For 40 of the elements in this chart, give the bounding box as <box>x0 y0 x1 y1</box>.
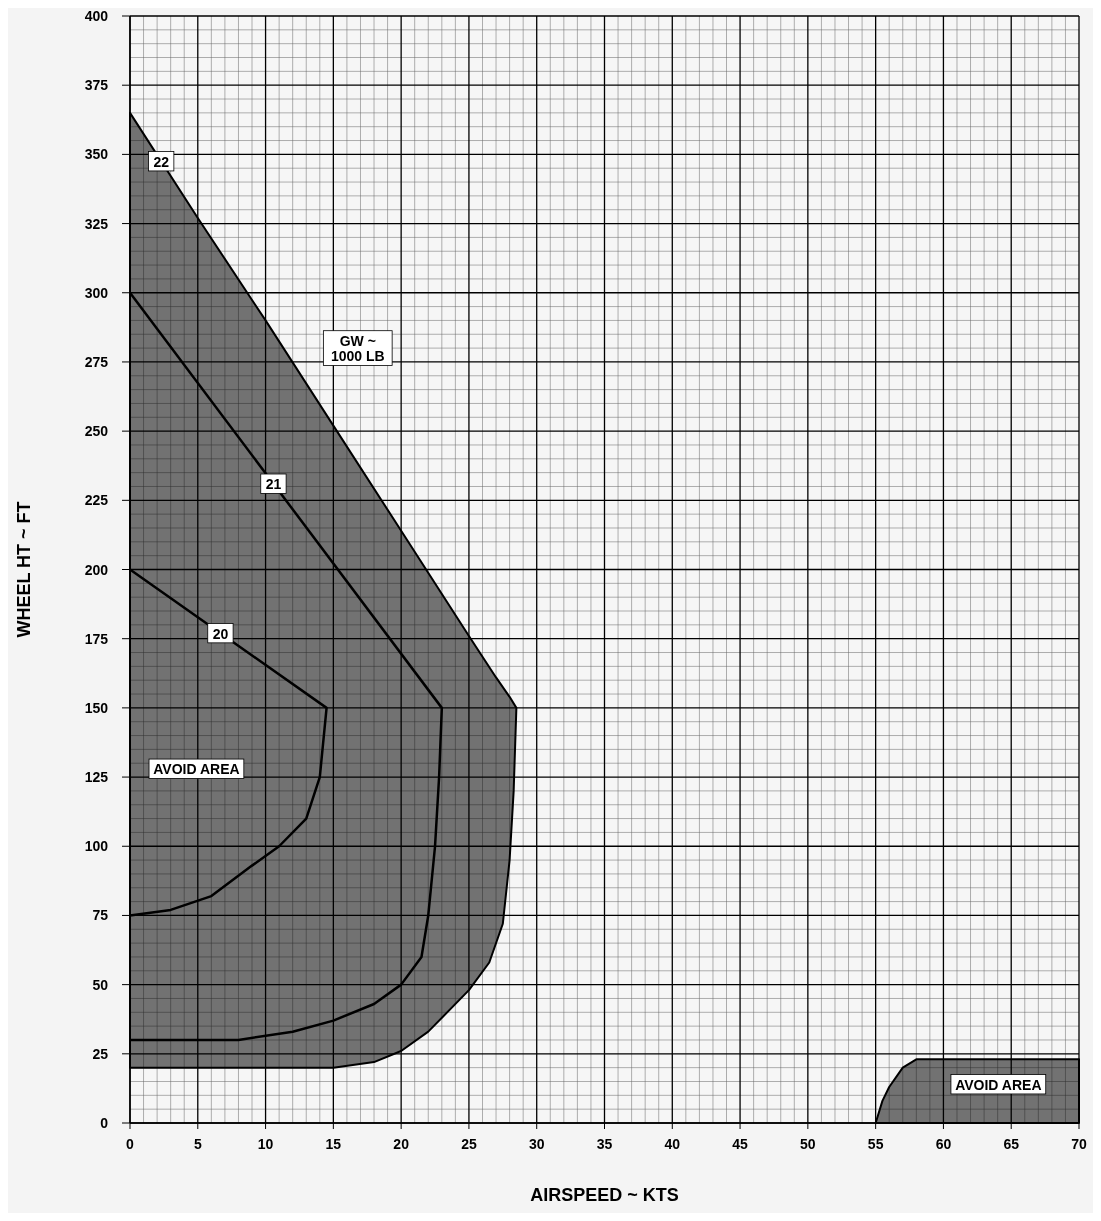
annotation: AVOID AREA <box>153 761 240 778</box>
x-tick-label: 65 <box>1003 1136 1020 1152</box>
y-tick-label: 225 <box>84 492 109 509</box>
annotation: AVOID AREA <box>955 1076 1042 1093</box>
x-tick-label: 15 <box>325 1136 342 1152</box>
x-tick-label: 30 <box>528 1136 545 1152</box>
x-tick-label: 55 <box>867 1136 884 1152</box>
y-axis-title: WHEEL HT ~ FT <box>14 501 34 638</box>
y-tick-label: 375 <box>84 77 109 94</box>
y-tick-label: 325 <box>84 215 109 232</box>
x-tick-label: 0 <box>126 1136 135 1152</box>
x-tick-label: 50 <box>800 1136 816 1152</box>
x-tick-label: 70 <box>1071 1136 1087 1152</box>
x-tick-label: 5 <box>193 1136 202 1152</box>
series-label: 20 <box>212 625 229 642</box>
y-tick-label: 250 <box>84 423 109 440</box>
y-tick-label: 0 <box>100 1115 109 1131</box>
x-tick-label: 25 <box>461 1136 477 1152</box>
y-tick-label: 150 <box>84 699 109 716</box>
y-tick-label: 400 <box>84 8 109 24</box>
y-tick-label: 350 <box>84 146 109 163</box>
y-tick-label: 25 <box>92 1045 109 1062</box>
y-tick-label: 175 <box>84 630 109 647</box>
y-tick-label: 50 <box>92 976 109 993</box>
x-tick-label: 10 <box>257 1136 274 1152</box>
series-label: 21 <box>265 476 282 493</box>
y-tick-label: 300 <box>84 284 109 301</box>
y-tick-label: 275 <box>84 353 109 370</box>
series-label: 22 <box>153 153 170 170</box>
x-axis-title: AIRSPEED ~ KTS <box>530 1185 679 1205</box>
x-tick-label: 35 <box>596 1136 613 1152</box>
annotation: GW ~ 1000 LB <box>330 333 385 365</box>
x-tick-label: 60 <box>935 1136 952 1152</box>
y-tick-label: 200 <box>84 561 109 578</box>
x-tick-label: 20 <box>393 1136 410 1152</box>
x-tick-label: 40 <box>664 1136 681 1152</box>
x-tick-label: 45 <box>732 1136 749 1152</box>
y-tick-label: 100 <box>84 838 109 855</box>
y-tick-label: 75 <box>92 907 109 924</box>
y-tick-label: 125 <box>84 769 109 786</box>
